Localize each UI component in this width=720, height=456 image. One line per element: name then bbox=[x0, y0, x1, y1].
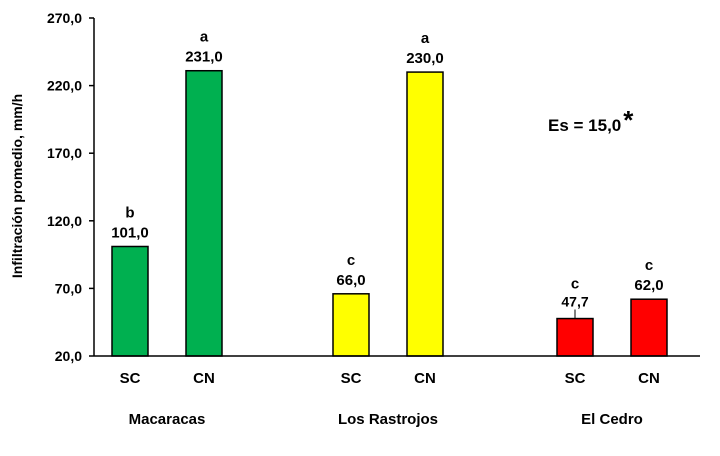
bar-value-label: 231,0 bbox=[185, 49, 223, 66]
bar-value-label: 66,0 bbox=[336, 272, 365, 289]
y-tick-label: 20,0 bbox=[55, 348, 82, 364]
x-category-label: CN bbox=[414, 370, 436, 387]
bar bbox=[185, 69, 223, 357]
standard-error-text: Es = 15,0 bbox=[548, 116, 621, 135]
x-category-label: CN bbox=[638, 370, 660, 387]
y-tick-label: 70,0 bbox=[55, 280, 82, 296]
x-group-label: El Cedro bbox=[581, 411, 643, 428]
bar bbox=[406, 71, 444, 357]
bar-value-label: 101,0 bbox=[111, 224, 149, 241]
significance-letter: a bbox=[200, 29, 209, 46]
x-group-label: Macaracas bbox=[129, 411, 206, 428]
x-category-label: SC bbox=[341, 370, 362, 387]
bars-layer bbox=[111, 69, 668, 357]
significance-letter: c bbox=[645, 257, 653, 274]
bar bbox=[111, 245, 149, 357]
y-axis-title: Infiltración promedio, mm/h bbox=[9, 94, 25, 278]
y-tick-label: 220,0 bbox=[47, 78, 82, 94]
x-category-label: SC bbox=[120, 370, 141, 387]
x-category-label: SC bbox=[565, 370, 586, 387]
bar-value-label: 62,0 bbox=[634, 277, 663, 294]
y-tick-label: 120,0 bbox=[47, 213, 82, 229]
bar bbox=[332, 293, 370, 357]
significance-letter: c bbox=[347, 252, 355, 269]
bar-value-label: 47,7 bbox=[561, 294, 588, 310]
bar bbox=[556, 317, 594, 357]
x-axis-labels: SC CN Macaracas SC CN Los Rastrojos SC CN El Ced… bbox=[120, 370, 660, 428]
y-axis-ticks: 20,0 70,0 120,0 170,0 220,0 270,0 bbox=[47, 10, 94, 364]
significance-letter: b bbox=[125, 204, 134, 221]
bar bbox=[630, 298, 668, 357]
significance-letter: a bbox=[421, 30, 430, 47]
y-tick-label: 170,0 bbox=[47, 145, 82, 161]
significance-letter: c bbox=[571, 276, 579, 293]
y-tick-label: 270,0 bbox=[47, 10, 82, 26]
standard-error-annotation: Es = 15,0* bbox=[548, 105, 634, 135]
significance-asterisk: * bbox=[623, 105, 634, 135]
bar-value-label: 230,0 bbox=[406, 50, 444, 67]
x-category-label: CN bbox=[193, 370, 215, 387]
x-group-label: Los Rastrojos bbox=[338, 411, 438, 428]
